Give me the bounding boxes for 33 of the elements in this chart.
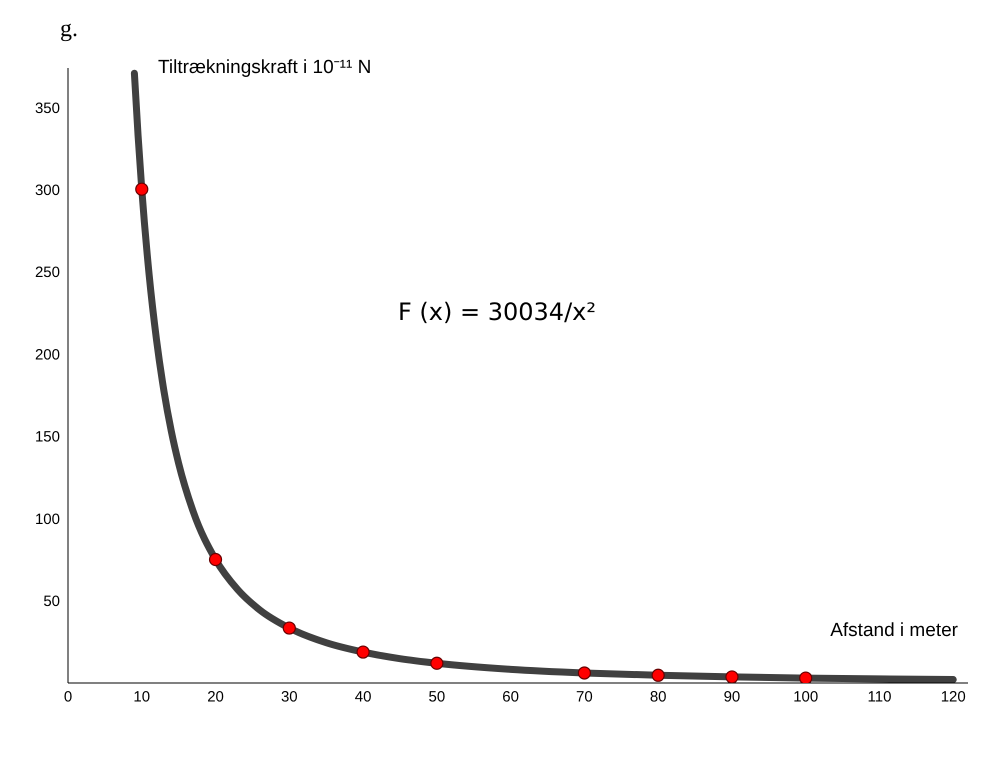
point bbox=[578, 666, 591, 680]
point bbox=[135, 182, 148, 196]
x-tick-label: 40 bbox=[354, 688, 372, 706]
point bbox=[725, 670, 739, 683]
y-tick-label: 250 bbox=[34, 264, 60, 282]
x-tick-label: 0 bbox=[64, 688, 72, 706]
y-axis-title: Tiltrækningskraft i 10⁻¹¹ N bbox=[158, 56, 372, 79]
y-tick-label: 200 bbox=[34, 346, 60, 364]
point bbox=[430, 656, 444, 670]
x-tick-label: 70 bbox=[576, 688, 593, 706]
x-tick-label: 110 bbox=[868, 688, 892, 706]
annotation: F (x) = 30034/x² bbox=[398, 298, 596, 326]
x-tick-label: 30 bbox=[280, 688, 298, 706]
x-tick-label: 120 bbox=[940, 688, 966, 706]
x-tick-label: 80 bbox=[650, 688, 667, 706]
x-tick-label: 10 bbox=[133, 688, 150, 706]
y-tick-label: 300 bbox=[34, 182, 60, 200]
y-tick-label: 50 bbox=[43, 593, 60, 610]
x-tick-label: 90 bbox=[724, 688, 740, 706]
y-tick-label: 100 bbox=[34, 510, 60, 528]
text: g. bbox=[60, 16, 78, 43]
point bbox=[799, 671, 812, 683]
y-tick-label: 350 bbox=[34, 100, 60, 117]
point bbox=[652, 668, 665, 682]
x-tick-label: 60 bbox=[502, 688, 519, 706]
point bbox=[282, 621, 296, 635]
point bbox=[356, 645, 370, 659]
point bbox=[208, 552, 222, 566]
x-tick-label: 100 bbox=[793, 688, 818, 706]
x-tick-label: 50 bbox=[428, 688, 446, 706]
x-axis-title: Afstand i meter bbox=[830, 620, 958, 642]
y-tick-label: 150 bbox=[34, 428, 60, 446]
x-tick-label: 20 bbox=[207, 688, 224, 706]
